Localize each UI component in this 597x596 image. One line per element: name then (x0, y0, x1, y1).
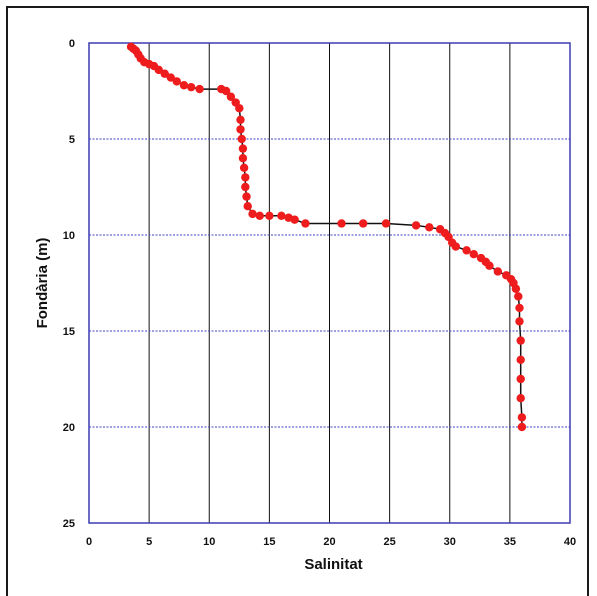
data-point (195, 84, 204, 94)
x-tick-label: 10 (203, 536, 215, 548)
x-tick-label: 0 (86, 536, 92, 548)
data-point (239, 163, 249, 172)
data-point (515, 317, 524, 326)
data-point (241, 182, 250, 192)
data-point (265, 211, 274, 220)
y-tick-label: 0 (69, 38, 75, 50)
data-point (516, 355, 525, 364)
y-tick-label: 15 (63, 326, 75, 338)
grid-lines (89, 43, 570, 523)
data-point (221, 86, 231, 96)
data-point (238, 144, 248, 153)
profile-line (130, 46, 523, 427)
chart-frame (6, 6, 589, 596)
data-point (517, 413, 527, 422)
x-tick-label: 35 (504, 536, 516, 548)
y-tick-label: 5 (69, 134, 75, 146)
x-tick-label: 20 (323, 536, 335, 548)
data-point (411, 221, 421, 230)
data-point (238, 154, 248, 163)
data-point (255, 211, 264, 220)
data-point (516, 336, 525, 345)
data-point (514, 292, 523, 301)
x-tick-label: 5 (146, 536, 152, 548)
data-point (515, 303, 524, 313)
data-point (179, 81, 189, 90)
x-tick-label: 30 (444, 536, 456, 548)
y-tick-label: 20 (63, 422, 75, 434)
x-axis-label: Salinitat (304, 556, 362, 573)
data-point (248, 209, 257, 219)
data-point (462, 246, 471, 255)
y-tick-label: 10 (63, 230, 75, 242)
data-point (517, 422, 527, 432)
y-tick-labels: 0 5 10 15 20 25 (63, 38, 75, 530)
data-point (493, 267, 503, 276)
data-point (469, 250, 478, 259)
data-point (166, 73, 175, 82)
x-tick-label: 25 (384, 536, 396, 548)
data-point (172, 77, 181, 86)
data-point (243, 202, 252, 211)
data-point (154, 65, 163, 75)
data-point (160, 69, 169, 78)
data-point (381, 219, 391, 228)
data-point (485, 261, 494, 270)
data-point (358, 219, 368, 228)
plot-area (88, 42, 571, 524)
data-point (425, 223, 434, 232)
x-tick-labels: 0 5 10 15 20 25 30 35 40 (86, 536, 576, 548)
data-point (516, 394, 525, 403)
data-point (290, 215, 299, 224)
x-tick-label: 40 (564, 536, 576, 548)
data-point (511, 284, 521, 293)
data-point (451, 242, 460, 251)
data-point (236, 125, 245, 134)
data-point (226, 92, 236, 101)
data-point (277, 211, 286, 220)
data-point (187, 82, 196, 92)
data-point (337, 219, 346, 228)
data-points (126, 42, 527, 432)
data-point (236, 115, 245, 125)
data-point (235, 104, 244, 113)
data-point (242, 192, 251, 201)
data-point (241, 173, 250, 182)
y-tick-label: 25 (63, 518, 75, 530)
data-point (516, 374, 525, 384)
data-point (237, 134, 246, 144)
x-tick-label: 15 (263, 536, 275, 548)
y-axis-label: Fondària (m) (34, 238, 51, 329)
data-point (301, 219, 310, 228)
